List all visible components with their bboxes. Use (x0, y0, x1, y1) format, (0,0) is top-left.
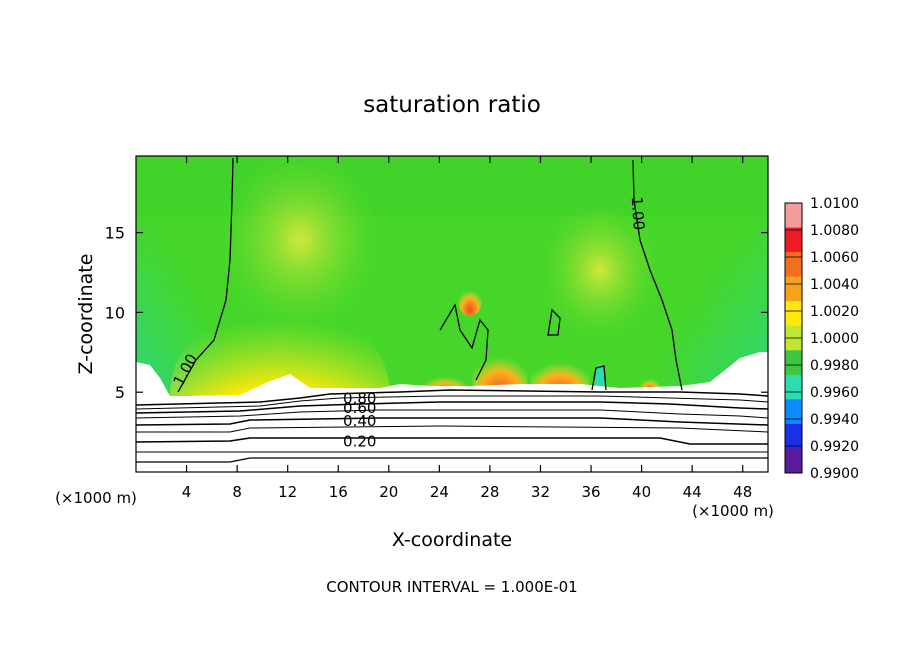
contour-100-loop (547, 308, 561, 336)
colorbar-swatch-10 (785, 448, 802, 474)
y-tick-label-15: 15 (105, 224, 125, 243)
contour-label-4: 0.40 (343, 412, 376, 430)
y-tick-label-5: 5 (115, 383, 125, 402)
field-hot-spot-5 (458, 284, 482, 316)
x-tick-label-12: 12 (278, 483, 297, 501)
y-axis-label: Z-coordinate (75, 254, 97, 375)
colorbar-label-10: 0.9900 (810, 466, 859, 482)
field-yellow-patch-2 (540, 200, 660, 340)
contour-070 (136, 395, 768, 410)
plot-area: 1.001.000.800.600.400.20 (136, 156, 768, 472)
colorbar: 1.0100 1.0080 1.0060 1.0040 1.0020 1.0000 0.99… (784, 196, 859, 482)
x-tick-label-36: 36 (581, 483, 600, 501)
colorbar-swatch-8 (785, 399, 802, 425)
x-tick-label-16: 16 (329, 483, 348, 501)
contour-interval-note: CONTOUR INTERVAL = 1.000E-01 (326, 578, 577, 596)
masked-region (136, 352, 768, 472)
contour-label-group-4: 0.40 (343, 412, 376, 430)
colorbar-label-8: 0.9940 (810, 412, 859, 428)
contour-030 (136, 425, 768, 433)
x-tick-label-8: 8 (232, 483, 242, 501)
field-cyan-spot (595, 364, 605, 392)
x-unit-left: (×1000 m) (55, 489, 137, 507)
contour-100-small (591, 365, 607, 391)
contour-080 (136, 389, 768, 406)
x-tick-label-40: 40 (632, 483, 651, 501)
contour-label-group-3: 0.60 (343, 399, 376, 417)
plot-frame (135, 155, 769, 473)
colorbar-swatch-7 (785, 374, 802, 400)
contour-100-left (177, 157, 234, 393)
colorbar-label-1: 1.0080 (810, 223, 859, 239)
contour-040 (136, 417, 768, 426)
chart-title: saturation ratio (363, 92, 541, 118)
contour-100-right (632, 159, 683, 391)
colorbar-swatch-4 (785, 301, 802, 327)
contour-010 (136, 457, 768, 463)
colorbar-swatch-6 (785, 350, 802, 376)
contour-label-2: 0.80 (343, 390, 376, 408)
x-tick-label-44: 44 (683, 483, 702, 501)
contour-050 (136, 409, 768, 419)
contour-lines (136, 157, 768, 463)
x-tick-label-32: 32 (531, 483, 550, 501)
colorbar-swatch-1 (785, 227, 802, 253)
colorbar-label-4: 1.0020 (810, 304, 859, 320)
contour-label-1: 1.00 (628, 196, 648, 231)
colorbar-label-5: 1.0000 (810, 331, 859, 347)
x-axis-label: X-coordinate (392, 529, 512, 551)
x-tick-label-28: 28 (480, 483, 499, 501)
field-yellow-patch-1 (220, 156, 380, 330)
colorbar-swatch-2 (785, 252, 802, 278)
contour-label-group-1: 1.00 (628, 196, 648, 231)
x-tick-label-4: 4 (182, 483, 192, 501)
x-unit-right: (×1000 m) (692, 502, 774, 520)
colorbar-label-0: 1.0100 (810, 196, 859, 212)
contour-020 (136, 437, 768, 445)
y-tick-label-10: 10 (105, 303, 125, 322)
colorbar-label-9: 0.9920 (810, 439, 859, 455)
x-tick-label-48: 48 (733, 483, 752, 501)
colorbar-label-3: 1.0040 (810, 277, 859, 293)
x-tick-label-24: 24 (430, 483, 449, 501)
x-tick-label-20: 20 (379, 483, 398, 501)
colorbar-swatch-9 (785, 423, 802, 449)
colorbar-label-6: 0.9980 (810, 358, 859, 374)
colorbar-swatch-3 (785, 276, 802, 302)
colorbar-swatch-0 (785, 203, 802, 229)
colorbar-label-7: 0.9960 (810, 385, 859, 401)
contour-100-center (439, 303, 489, 381)
contour-label-group-5: 0.20 (343, 433, 376, 451)
contour-060 (136, 401, 768, 414)
contour-label-5: 0.20 (343, 433, 376, 451)
colorbar-label-2: 1.0060 (810, 250, 859, 266)
contour-label-group-2: 0.80 (343, 390, 376, 408)
contour-label-3: 0.60 (343, 399, 376, 417)
